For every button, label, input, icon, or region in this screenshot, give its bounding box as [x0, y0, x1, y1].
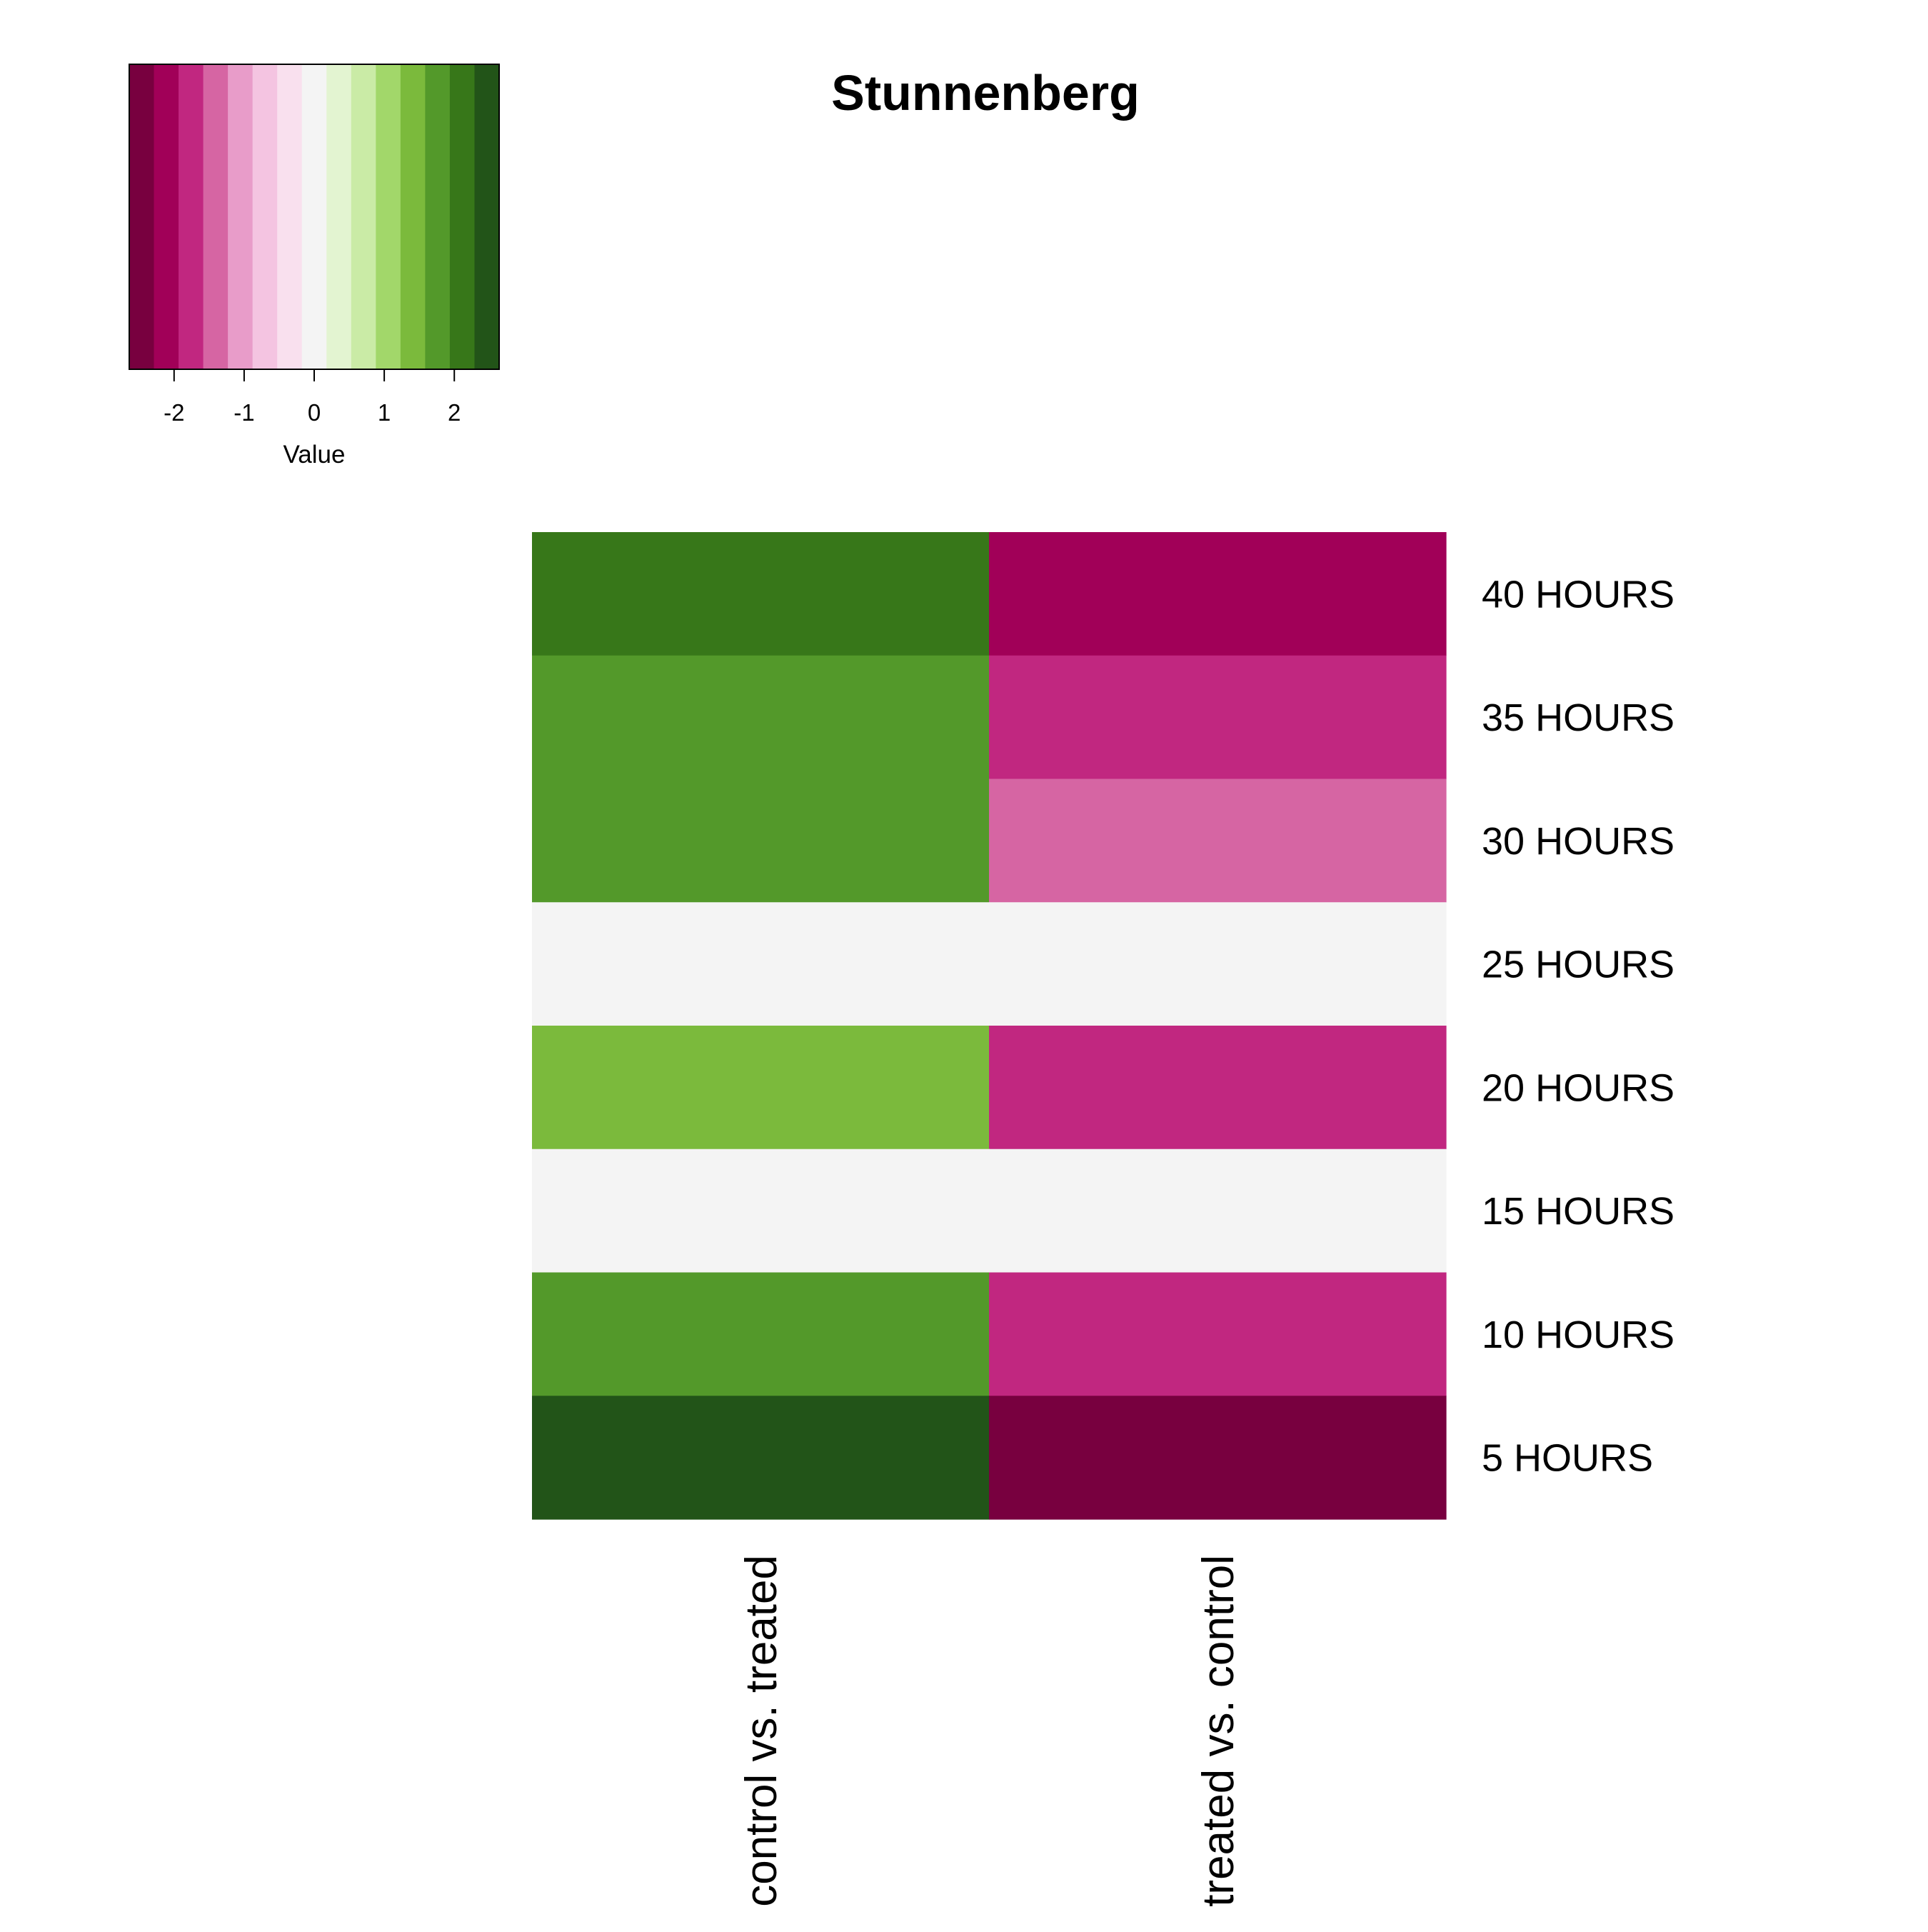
- color-key-swatch: [351, 64, 376, 369]
- color-key: -2 -1 0 1 2 Value: [129, 64, 500, 469]
- color-key-tick-label: 2: [448, 399, 461, 426]
- row-label: 35 HOURS: [1482, 696, 1675, 739]
- row-labels: 40 HOURS 35 HOURS 30 HOURS 25 HOURS 20 HOURS…: [1482, 573, 1675, 1479]
- color-key-xlabel: Value: [283, 441, 346, 469]
- color-key-swatch: [203, 64, 229, 369]
- heatmap-cell: [532, 902, 990, 1026]
- heatmap-cell: [989, 1148, 1447, 1273]
- heatmap-cell: [532, 1026, 990, 1150]
- heatmap-cell: [532, 779, 990, 903]
- row-label: 30 HOURS: [1482, 820, 1675, 863]
- chart-title: Stunnenberg: [831, 65, 1140, 121]
- color-key-swatch: [376, 64, 401, 369]
- color-key-swatch: [400, 64, 426, 369]
- color-key-swatch: [179, 64, 204, 369]
- color-key-swatch: [301, 64, 327, 369]
- row-label: 25 HOURS: [1482, 944, 1675, 986]
- row-label: 15 HOURS: [1482, 1190, 1675, 1233]
- color-key-tick-label: 1: [378, 399, 391, 426]
- row-label: 40 HOURS: [1482, 573, 1675, 616]
- color-key-tick-label: -1: [234, 399, 254, 426]
- color-key-swatch: [129, 64, 155, 369]
- color-key-swatch: [449, 64, 476, 369]
- heatmap-cell: [532, 1148, 990, 1273]
- heatmap-cells: [532, 532, 1447, 1520]
- heatmap-cell: [532, 532, 990, 656]
- heatmap-cell: [989, 779, 1447, 903]
- heatmap-cell: [989, 1396, 1447, 1520]
- heatmap-cell: [989, 532, 1447, 656]
- row-label: 20 HOURS: [1482, 1066, 1675, 1109]
- heatmap-cell: [989, 1272, 1447, 1396]
- color-key-swatch: [326, 64, 352, 369]
- color-key-tick-label: -2: [164, 399, 184, 426]
- color-key-tick-label: 0: [308, 399, 321, 426]
- color-key-swatch: [474, 64, 500, 369]
- color-key-swatch: [228, 64, 253, 369]
- column-label: treated vs. control: [1194, 1555, 1243, 1907]
- heatmap-cell: [532, 1272, 990, 1396]
- heatmap-cell: [989, 1026, 1447, 1150]
- column-label: control vs. treated: [737, 1555, 786, 1907]
- color-key-swatch: [252, 64, 278, 369]
- color-key-swatch: [425, 64, 451, 369]
- heatmap-cell: [532, 1396, 990, 1520]
- column-labels: control vs. treated treated vs. control: [737, 1555, 1243, 1907]
- heatmap-cell: [532, 655, 990, 780]
- heatmap-cell: [989, 655, 1447, 780]
- row-label: 5 HOURS: [1482, 1437, 1653, 1480]
- heatmap-cell: [989, 902, 1447, 1026]
- color-key-swatch: [154, 64, 179, 369]
- color-key-swatch: [277, 64, 303, 369]
- row-label: 10 HOURS: [1482, 1313, 1675, 1356]
